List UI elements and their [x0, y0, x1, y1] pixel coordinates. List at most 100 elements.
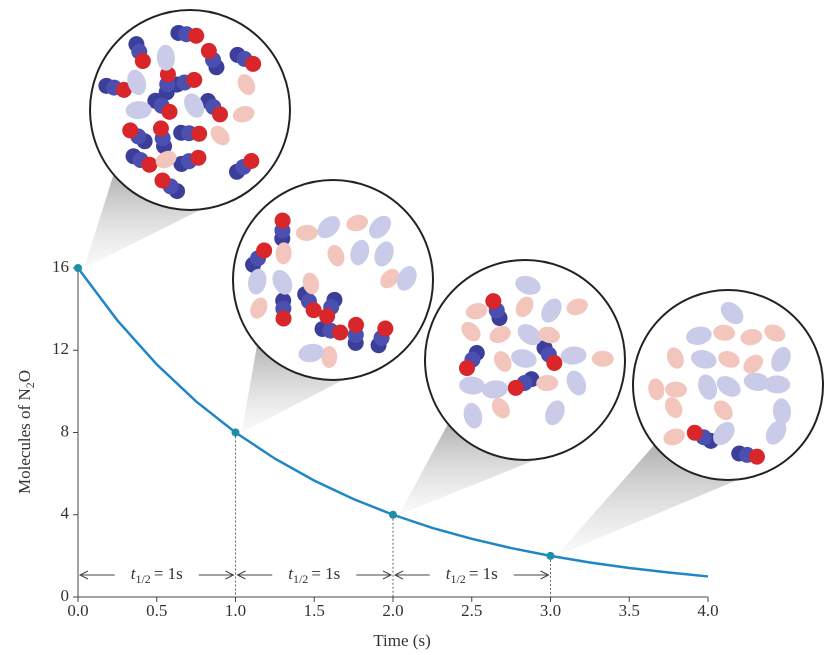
molecule	[128, 36, 151, 70]
faded-o2	[465, 302, 488, 320]
molecule	[173, 149, 207, 172]
molecule	[319, 291, 343, 325]
molecule	[158, 66, 176, 101]
molecule	[152, 120, 173, 155]
point	[74, 264, 82, 272]
faded-n2	[764, 375, 791, 394]
molecule	[347, 316, 365, 351]
atom-o	[275, 310, 292, 327]
half-life-label: t1/2 = 1s	[131, 564, 183, 586]
x-tick-label: 4.0	[697, 601, 718, 620]
atom-o	[507, 379, 524, 396]
faded-o2	[461, 321, 481, 342]
atom-o	[274, 212, 291, 229]
half-life-label: t1/2 = 1s	[288, 564, 340, 586]
atom-o	[212, 106, 229, 123]
faded-o2	[566, 298, 588, 316]
molecule	[743, 354, 764, 374]
atom-o	[348, 316, 365, 333]
faded-o2	[648, 378, 665, 401]
arrowhead	[393, 570, 404, 580]
molecule	[686, 424, 719, 449]
molecule	[463, 402, 483, 429]
faded-o2	[295, 224, 318, 241]
half-life-sub: 1/2	[293, 572, 308, 586]
molecule	[374, 241, 394, 267]
molecule	[173, 124, 208, 142]
half-life-text: = 1s	[311, 564, 340, 583]
faded-n2	[765, 420, 787, 445]
molecule	[491, 398, 510, 419]
half-life-label: t1/2 = 1s	[446, 564, 498, 586]
faded-o2	[764, 324, 786, 342]
molecule	[274, 212, 291, 247]
x-tick-label: 2.0	[382, 601, 403, 620]
molecule	[156, 44, 175, 71]
molecule	[536, 375, 559, 392]
molecule	[228, 152, 260, 180]
molecule	[200, 42, 225, 76]
faded-n2	[517, 324, 542, 346]
molecule	[250, 297, 268, 319]
faded-n2	[396, 266, 417, 291]
molecule	[511, 349, 537, 368]
faded-o2	[380, 268, 400, 289]
faded-n2	[350, 239, 370, 266]
y-label-part: O	[15, 370, 34, 382]
atom-o	[188, 27, 205, 44]
half-life-t: t	[446, 564, 452, 583]
faded-n2	[317, 216, 341, 239]
faded-o2	[664, 397, 683, 419]
faded-o2	[489, 325, 511, 344]
faded-n2	[374, 241, 394, 267]
faded-n2	[690, 350, 717, 369]
faded-n2	[248, 268, 267, 295]
arrowhead	[540, 570, 550, 580]
molecule	[317, 216, 341, 239]
faded-o2	[536, 375, 559, 392]
zoom-cone	[84, 170, 200, 268]
molecule	[517, 324, 542, 346]
molecule	[515, 296, 534, 318]
faded-o2	[302, 272, 320, 295]
atom-o	[190, 149, 207, 166]
molecule	[396, 266, 417, 291]
faded-n2	[515, 275, 541, 295]
molecule	[245, 242, 273, 273]
zoom-cone	[399, 420, 535, 515]
faded-n2	[720, 302, 744, 325]
molecule	[369, 215, 392, 239]
faded-o2	[210, 125, 230, 146]
faded-n2	[127, 69, 147, 96]
molecule	[545, 400, 565, 426]
molecule	[566, 298, 588, 316]
faded-n2	[686, 326, 712, 345]
molecule	[229, 46, 262, 72]
faded-o2	[275, 242, 292, 265]
molecule	[482, 380, 508, 399]
y-label-sub: 2	[23, 382, 37, 388]
molecule	[664, 397, 683, 419]
molecule	[125, 148, 158, 173]
molecule	[321, 345, 338, 368]
arrowhead	[382, 570, 393, 580]
atom-o	[332, 324, 349, 341]
point	[231, 428, 240, 437]
molecule	[771, 346, 791, 372]
atom-o	[458, 360, 475, 377]
molecule	[170, 24, 205, 44]
molecule	[370, 320, 394, 354]
molecule	[314, 321, 349, 341]
molecule	[298, 343, 325, 363]
faded-n2	[541, 298, 562, 323]
y-tick-label: 12	[52, 339, 69, 358]
faded-o2	[743, 354, 764, 374]
y-axis-label: Molecules of N2O	[15, 370, 37, 494]
molecule	[248, 268, 267, 295]
faded-n2	[482, 380, 508, 399]
molecule	[122, 122, 153, 150]
atom-o	[200, 42, 217, 59]
molecule	[275, 292, 292, 327]
molecule	[538, 326, 560, 344]
molecule	[515, 275, 541, 295]
